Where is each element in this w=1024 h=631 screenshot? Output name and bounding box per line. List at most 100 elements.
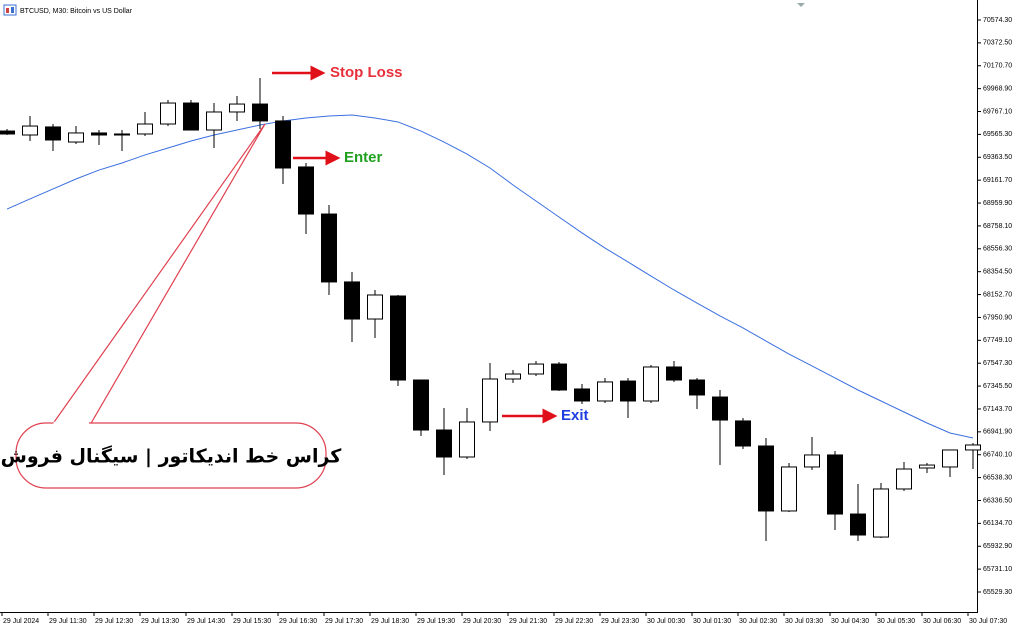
candle-body — [528, 363, 544, 375]
x-tick-label: 29 Jul 22:30 — [555, 618, 593, 625]
y-tick-label: 68354.50 — [983, 269, 1012, 276]
annotation-label: Stop Loss — [330, 64, 403, 81]
y-tick-label: 69161.70 — [983, 177, 1012, 184]
candle-body — [620, 380, 636, 402]
y-tick-label: 69968.90 — [983, 85, 1012, 92]
candle-body — [0, 130, 15, 135]
x-tick-label: 29 Jul 17:30 — [325, 618, 363, 625]
candle-body — [735, 420, 751, 447]
candle-body — [850, 513, 866, 536]
candle-body — [505, 373, 521, 380]
x-tick-label: 30 Jul 06:30 — [923, 618, 961, 625]
candle-body — [183, 102, 199, 131]
x-tick-label: 29 Jul 18:30 — [371, 618, 409, 625]
x-tick-label: 29 Jul 20:30 — [463, 618, 501, 625]
candle-body — [666, 366, 682, 381]
candle-body — [390, 295, 406, 381]
candle-body — [298, 166, 314, 215]
y-tick-label: 70574.30 — [983, 17, 1012, 24]
candle-body — [643, 366, 659, 402]
x-tick-label: 30 Jul 04:30 — [831, 618, 869, 625]
candle-body — [91, 132, 107, 136]
y-tick-label: 70170.70 — [983, 63, 1012, 70]
y-tick-label: 66336.50 — [983, 497, 1012, 504]
candle-body — [45, 126, 61, 141]
x-tick-label: 29 Jul 19:30 — [417, 618, 455, 625]
candle-body — [229, 103, 245, 113]
x-tick-label: 29 Jul 21:30 — [509, 618, 547, 625]
x-tick-label: 29 Jul 11:30 — [49, 618, 87, 625]
y-tick-label: 69363.50 — [983, 154, 1012, 161]
candle-body — [482, 378, 498, 423]
candle-body — [551, 363, 567, 391]
annotation-label: Enter — [344, 149, 383, 166]
y-tick-label: 67950.90 — [983, 314, 1012, 321]
y-tick-label: 69565.30 — [983, 131, 1012, 138]
symbol-icon — [3, 4, 17, 16]
candle-body — [827, 454, 843, 515]
candle-body — [137, 123, 153, 135]
candle-body — [68, 132, 84, 143]
x-tick-label: 29 Jul 14:30 — [187, 618, 225, 625]
y-tick-label: 68959.90 — [983, 200, 1012, 207]
candle-body — [22, 125, 38, 136]
x-tick-label: 30 Jul 02:30 — [739, 618, 777, 625]
candle-body — [413, 379, 429, 431]
candle-body — [597, 381, 613, 402]
y-tick-label: 68556.30 — [983, 246, 1012, 253]
y-tick-label: 67547.30 — [983, 360, 1012, 367]
y-tick-label: 68758.10 — [983, 223, 1012, 230]
candle-body — [712, 396, 728, 421]
candle-body — [896, 468, 912, 490]
y-tick-label: 66538.30 — [983, 474, 1012, 481]
annotation-label: Exit — [561, 407, 589, 424]
chart-title: BTCUSD, M30: Bitcoin vs US Dollar — [20, 8, 133, 15]
y-tick-label: 66134.70 — [983, 520, 1012, 527]
x-tick-label: 30 Jul 07:30 — [969, 618, 1007, 625]
y-tick-label: 69767.10 — [983, 108, 1012, 115]
x-tick-label: 30 Jul 01:30 — [693, 618, 731, 625]
candle-body — [873, 488, 889, 538]
candle-body — [574, 388, 590, 402]
candle-body — [689, 379, 705, 396]
y-tick-label: 65529.30 — [983, 589, 1012, 596]
candle-body — [919, 464, 935, 469]
candle-body — [758, 445, 774, 512]
candle-body — [367, 294, 383, 320]
x-tick-label: 29 Jul 23:30 — [601, 618, 639, 625]
y-tick-label: 65731.10 — [983, 566, 1012, 573]
x-tick-label: 30 Jul 00:30 — [647, 618, 685, 625]
callout-box — [15, 422, 327, 489]
x-tick-label: 29 Jul 13:30 — [141, 618, 179, 625]
x-tick-label: 29 Jul 2024 — [3, 618, 39, 625]
candle-body — [459, 421, 475, 458]
x-tick-label: 30 Jul 03:30 — [785, 618, 823, 625]
y-tick-label: 65932.90 — [983, 543, 1012, 550]
y-tick-label: 66740.10 — [983, 452, 1012, 459]
y-tick-label: 67345.50 — [983, 383, 1012, 390]
candle-body — [942, 449, 958, 468]
candle-body — [781, 466, 797, 512]
candle-body — [160, 102, 176, 125]
candle-body — [344, 281, 360, 320]
y-tick-label: 70372.50 — [983, 40, 1012, 47]
x-tick-label: 29 Jul 16:30 — [279, 618, 317, 625]
y-tick-label: 67143.70 — [983, 406, 1012, 413]
candle-body — [436, 429, 452, 458]
candle-body — [804, 454, 820, 468]
indicator-line — [6, 114, 974, 439]
x-tick-label: 30 Jul 05:30 — [877, 618, 915, 625]
shift-marker — [797, 3, 805, 7]
candle-body — [275, 120, 291, 169]
y-tick-label: 67749.10 — [983, 337, 1012, 344]
candle-body — [114, 133, 130, 136]
candle-body — [321, 213, 337, 283]
x-tick-label: 29 Jul 15:30 — [233, 618, 271, 625]
y-tick-label: 68152.70 — [983, 291, 1012, 298]
x-tick-label: 29 Jul 12:30 — [95, 618, 133, 625]
candle-body — [252, 103, 268, 122]
callout-text: کراس خط اندیکاتور | سیگنال فروش — [1, 445, 343, 468]
candle-body — [965, 444, 981, 451]
y-tick-label: 66941.90 — [983, 429, 1012, 436]
